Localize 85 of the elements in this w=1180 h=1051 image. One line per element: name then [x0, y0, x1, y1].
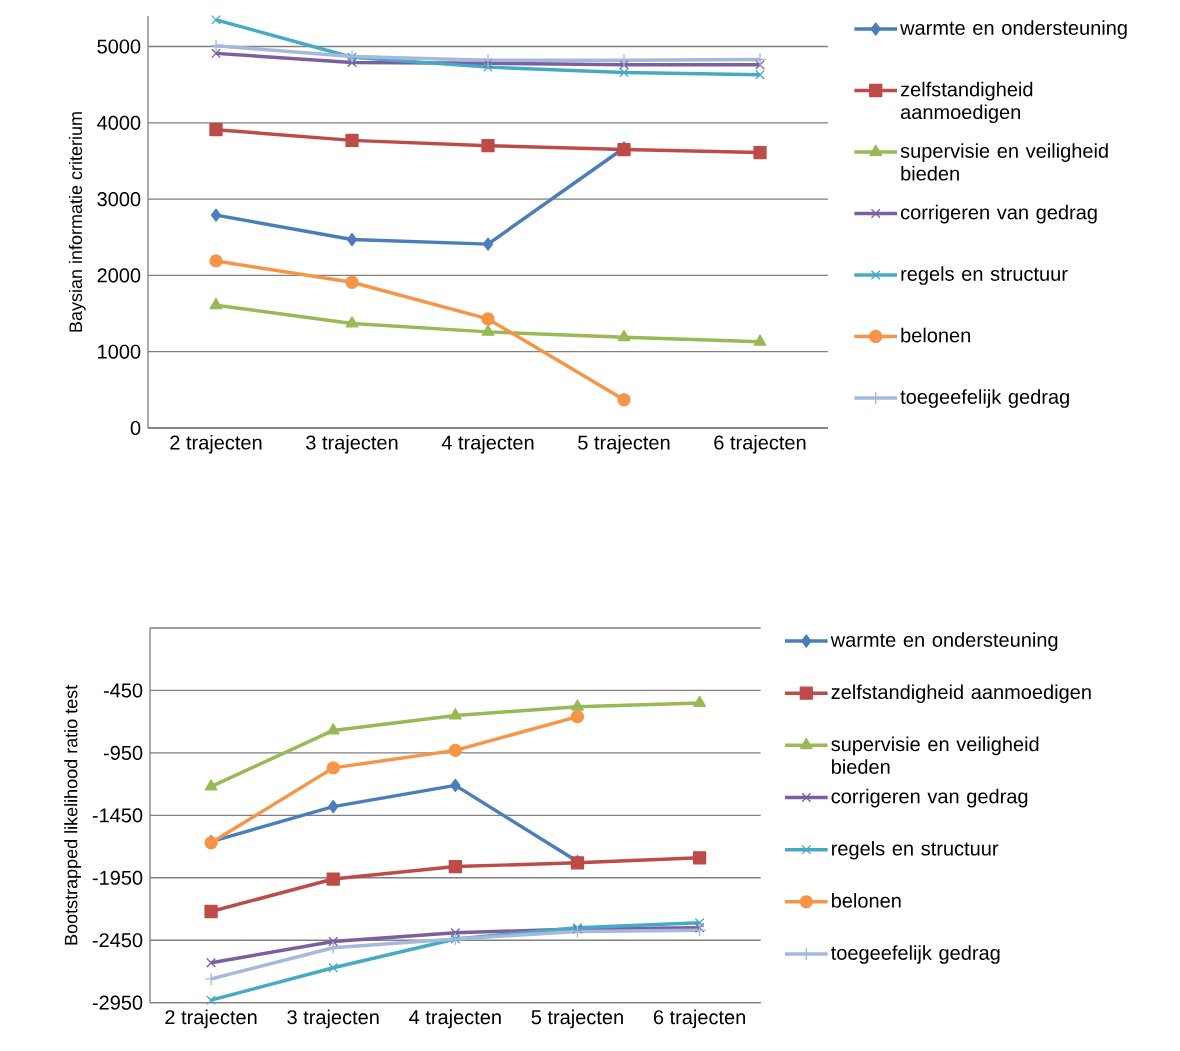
y-tick-label: -2950	[92, 995, 143, 1010]
y-tick-label: 2000	[97, 268, 141, 283]
point	[753, 146, 767, 160]
point	[481, 139, 495, 153]
point	[345, 275, 359, 290]
legend-label: warmte en ondersteuning	[830, 632, 1058, 652]
point	[347, 57, 357, 68]
y-tick-label: 4000	[97, 115, 141, 131]
point	[481, 53, 495, 68]
point	[694, 923, 705, 933]
point	[619, 60, 629, 70]
legend-label: zelfstandigheid aanmoedigen	[831, 684, 1091, 704]
point	[482, 237, 494, 251]
point	[481, 312, 495, 326]
legend-label: belonen	[832, 893, 901, 908]
point	[448, 743, 462, 758]
point	[326, 761, 340, 775]
x-tick-label: 2 trajecten	[170, 435, 262, 454]
legend-label: warmte en ondersteuning	[900, 20, 1127, 40]
x-tick-label: 3 trajecten	[287, 1009, 379, 1029]
point	[619, 67, 629, 78]
point	[211, 15, 221, 25]
x-tick-label: 4 trajecten	[441, 435, 534, 454]
point	[617, 393, 631, 407]
x-tick-label: 5 trajecten	[578, 435, 670, 454]
point	[450, 778, 461, 793]
point	[448, 708, 462, 720]
point	[571, 699, 584, 711]
y-tick-label: 5000	[97, 39, 141, 54]
point	[211, 48, 221, 59]
y-tick-label: 0	[130, 421, 141, 436]
y-axis-title: Bootstrapped likelihood ratio test	[64, 685, 81, 945]
y-tick-label: -2450	[92, 933, 143, 948]
point	[481, 324, 495, 337]
legend-label: zelfstandigheid aanmoedigen	[900, 81, 1033, 124]
point	[209, 254, 223, 268]
legend-label: supervisie en veiligheid bieden	[831, 736, 1039, 775]
point	[755, 70, 765, 80]
legend-label: corrigeren van gedrag	[900, 204, 1097, 224]
point	[483, 62, 493, 73]
legend-label: regels en structuur	[832, 841, 999, 860]
point	[328, 800, 339, 814]
point	[206, 957, 216, 968]
x-tick-label: 2 trajecten	[165, 1009, 257, 1029]
x-tick-label: 4 trajecten	[409, 1009, 501, 1029]
point	[448, 860, 462, 874]
legend-label: toegeefelijk gedrag	[831, 945, 1000, 965]
y-tick-label: -1450	[92, 808, 143, 823]
point	[346, 233, 358, 247]
legend-label: corrigeren van gedrag	[831, 788, 1028, 808]
point	[209, 123, 223, 137]
point	[209, 298, 223, 310]
point	[328, 936, 339, 947]
point	[326, 723, 340, 735]
y-tick-label: 1000	[98, 344, 141, 359]
y-tick-label: 3000	[97, 192, 141, 207]
point	[328, 962, 339, 973]
y-axis-title: Baysian informatie criterium	[68, 112, 86, 332]
legend-label: toegeefelijk gedrag	[900, 389, 1069, 409]
point	[692, 851, 707, 865]
x-tick-label: 6 trajecten	[653, 1009, 745, 1029]
point	[694, 918, 705, 928]
y-tick-label: -950	[103, 745, 143, 761]
y-tick-label: -450	[103, 683, 143, 698]
point	[204, 905, 218, 919]
point	[345, 133, 359, 148]
point	[450, 928, 461, 938]
x-tick-label: 5 trajecten	[531, 1009, 623, 1029]
legend-label: supervisie en veiligheid bieden	[900, 143, 1108, 181]
x-tick-label: 6 trajecten	[714, 435, 806, 454]
point	[617, 330, 631, 342]
point	[753, 334, 767, 346]
y-tick-label: -1950	[92, 870, 143, 886]
point	[755, 60, 765, 70]
legend-label: regels en structuur	[901, 266, 1068, 286]
point	[204, 972, 218, 986]
legend-label: belonen	[901, 327, 970, 343]
point	[204, 779, 218, 791]
point	[693, 695, 707, 708]
point	[570, 710, 585, 724]
point	[206, 995, 216, 1006]
point	[345, 316, 359, 328]
point	[210, 208, 222, 222]
x-tick-label: 3 trajecten	[306, 435, 398, 454]
point	[326, 872, 340, 886]
